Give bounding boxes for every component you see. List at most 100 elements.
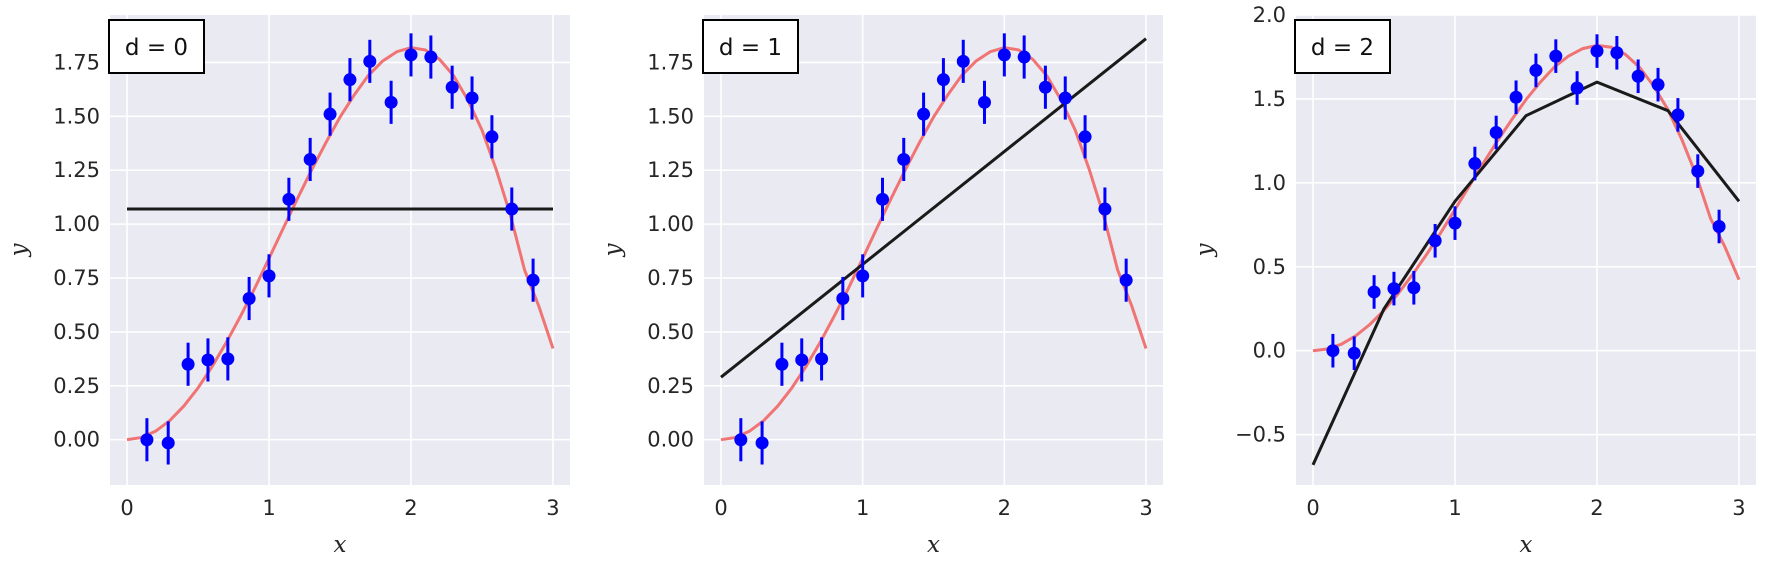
y-tick-label: 1.75 [53,50,100,74]
data-point [1428,234,1442,248]
x-tick-label: 2 [404,496,417,520]
data-point [465,91,479,105]
plot-content [1311,34,1741,466]
data-point [936,73,950,87]
y-tick-label: 1.00 [53,212,100,236]
data-point [1448,216,1462,230]
data-point [815,352,829,366]
y-tick-label: 0.25 [647,374,694,398]
data-point [1058,91,1072,105]
y-axis-label: y [1192,243,1218,258]
x-axis-label: x [334,532,347,558]
data-point [221,352,235,366]
y-tick-label: 0.00 [647,428,694,452]
x-tick-label: 0 [120,496,133,520]
fit-line [720,37,1147,379]
y-tick-label: 1.00 [647,212,694,236]
data-point [161,436,175,450]
data-point [404,48,418,62]
data-point [1347,346,1361,360]
data-point [1712,220,1726,233]
data-point [201,353,215,367]
data-point [795,353,809,367]
y-tick-label: 1.0 [1253,171,1286,195]
x-tick-label: 1 [262,496,275,520]
y-tick-label: 1.75 [647,50,694,74]
data-point [181,357,195,371]
data-point [1119,273,1133,287]
x-tick-label: 1 [1448,496,1461,520]
data-point [856,269,870,283]
data-point [343,73,357,87]
data-point [242,292,256,306]
y-tick-label: 0.5 [1253,255,1286,279]
plot-area [110,15,570,485]
true-function-curve [126,46,555,442]
data-point [1509,90,1523,104]
y-tick-label: 0.0 [1253,339,1286,363]
x-axis-label: x [1520,532,1533,558]
data-point [1367,285,1381,299]
x-tick-label: 3 [1139,496,1152,520]
data-point [505,202,519,216]
degree-annotation-label: d = 1 [719,35,782,61]
data-point [917,107,931,121]
x-tick-label: 3 [546,496,559,520]
data-point [384,95,398,109]
x-tick-label: 1 [856,496,869,520]
y-tick-label: 2.0 [1253,3,1286,27]
plot-area [1296,15,1756,485]
data-point [1631,69,1645,83]
data-point [1078,130,1092,144]
x-tick-label: 0 [714,496,727,520]
panel-d1: 0 1 2 3 0.00 0.25 0.50 0.75 1.00 1.25 1.50 1.75 x y d … [600,15,1163,558]
data-point [262,269,276,283]
data-point [1549,49,1563,63]
y-tick-label: 1.50 [647,104,694,128]
plot-content [126,33,555,465]
data-point [734,433,748,447]
degree-annotation-box [1294,19,1391,74]
data-point [1570,81,1584,95]
y-tick-label: 0.00 [53,428,100,452]
data-point [485,130,499,144]
y-tick-label: 0.25 [53,374,100,398]
degree-annotation-box [108,19,205,74]
degree-annotation-label: d = 0 [125,35,188,61]
data-point [1671,108,1685,122]
data-point [836,292,850,306]
y-tick-label: 1.5 [1253,87,1286,111]
y-axis-label: y [6,243,32,258]
panel-d2: 0 1 2 3 −0.5 0.0 0.5 1.0 1.5 2.0 x y d = 2 [1192,3,1756,558]
data-point [1610,46,1624,60]
data-point [445,80,459,94]
data-point [1326,344,1340,358]
data-point [282,192,296,206]
degree-annotation-label: d = 2 [1311,35,1374,61]
data-point [1651,78,1665,92]
data-point [323,107,337,121]
y-tick-label: 1.25 [647,158,694,182]
true-function-curve [720,46,1148,442]
data-point [956,54,970,68]
y-tick-label: 0.50 [647,320,694,344]
data-point [1407,281,1421,295]
y-tick-label: 0.75 [53,266,100,290]
data-point [1489,126,1503,139]
y-tick-label: 1.25 [53,158,100,182]
data-point [876,192,889,206]
fit-line [1311,80,1741,466]
data-point [1017,50,1031,64]
data-point [424,50,438,64]
y-tick-label: 1.50 [53,104,100,128]
y-tick-label: −0.5 [1235,423,1286,447]
x-axis-label: x [927,532,940,558]
x-tick-label: 2 [998,496,1011,520]
y-tick-label: 0.50 [53,320,100,344]
data-point [363,54,377,68]
data-point [140,433,154,447]
x-tick-label: 2 [1590,496,1603,520]
data-point [1038,80,1052,94]
degree-annotation-box [702,19,799,74]
data-point [1468,157,1482,171]
